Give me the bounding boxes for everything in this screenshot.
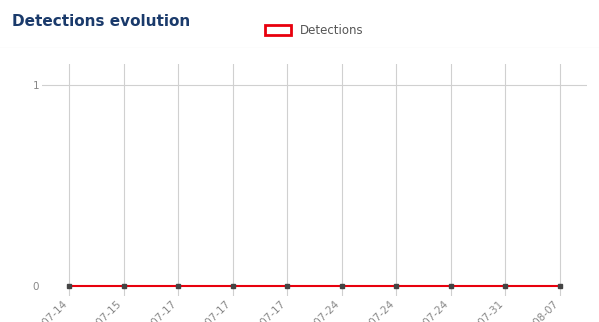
Text: Detections evolution: Detections evolution [12, 14, 190, 29]
Legend: Detections: Detections [260, 19, 369, 42]
